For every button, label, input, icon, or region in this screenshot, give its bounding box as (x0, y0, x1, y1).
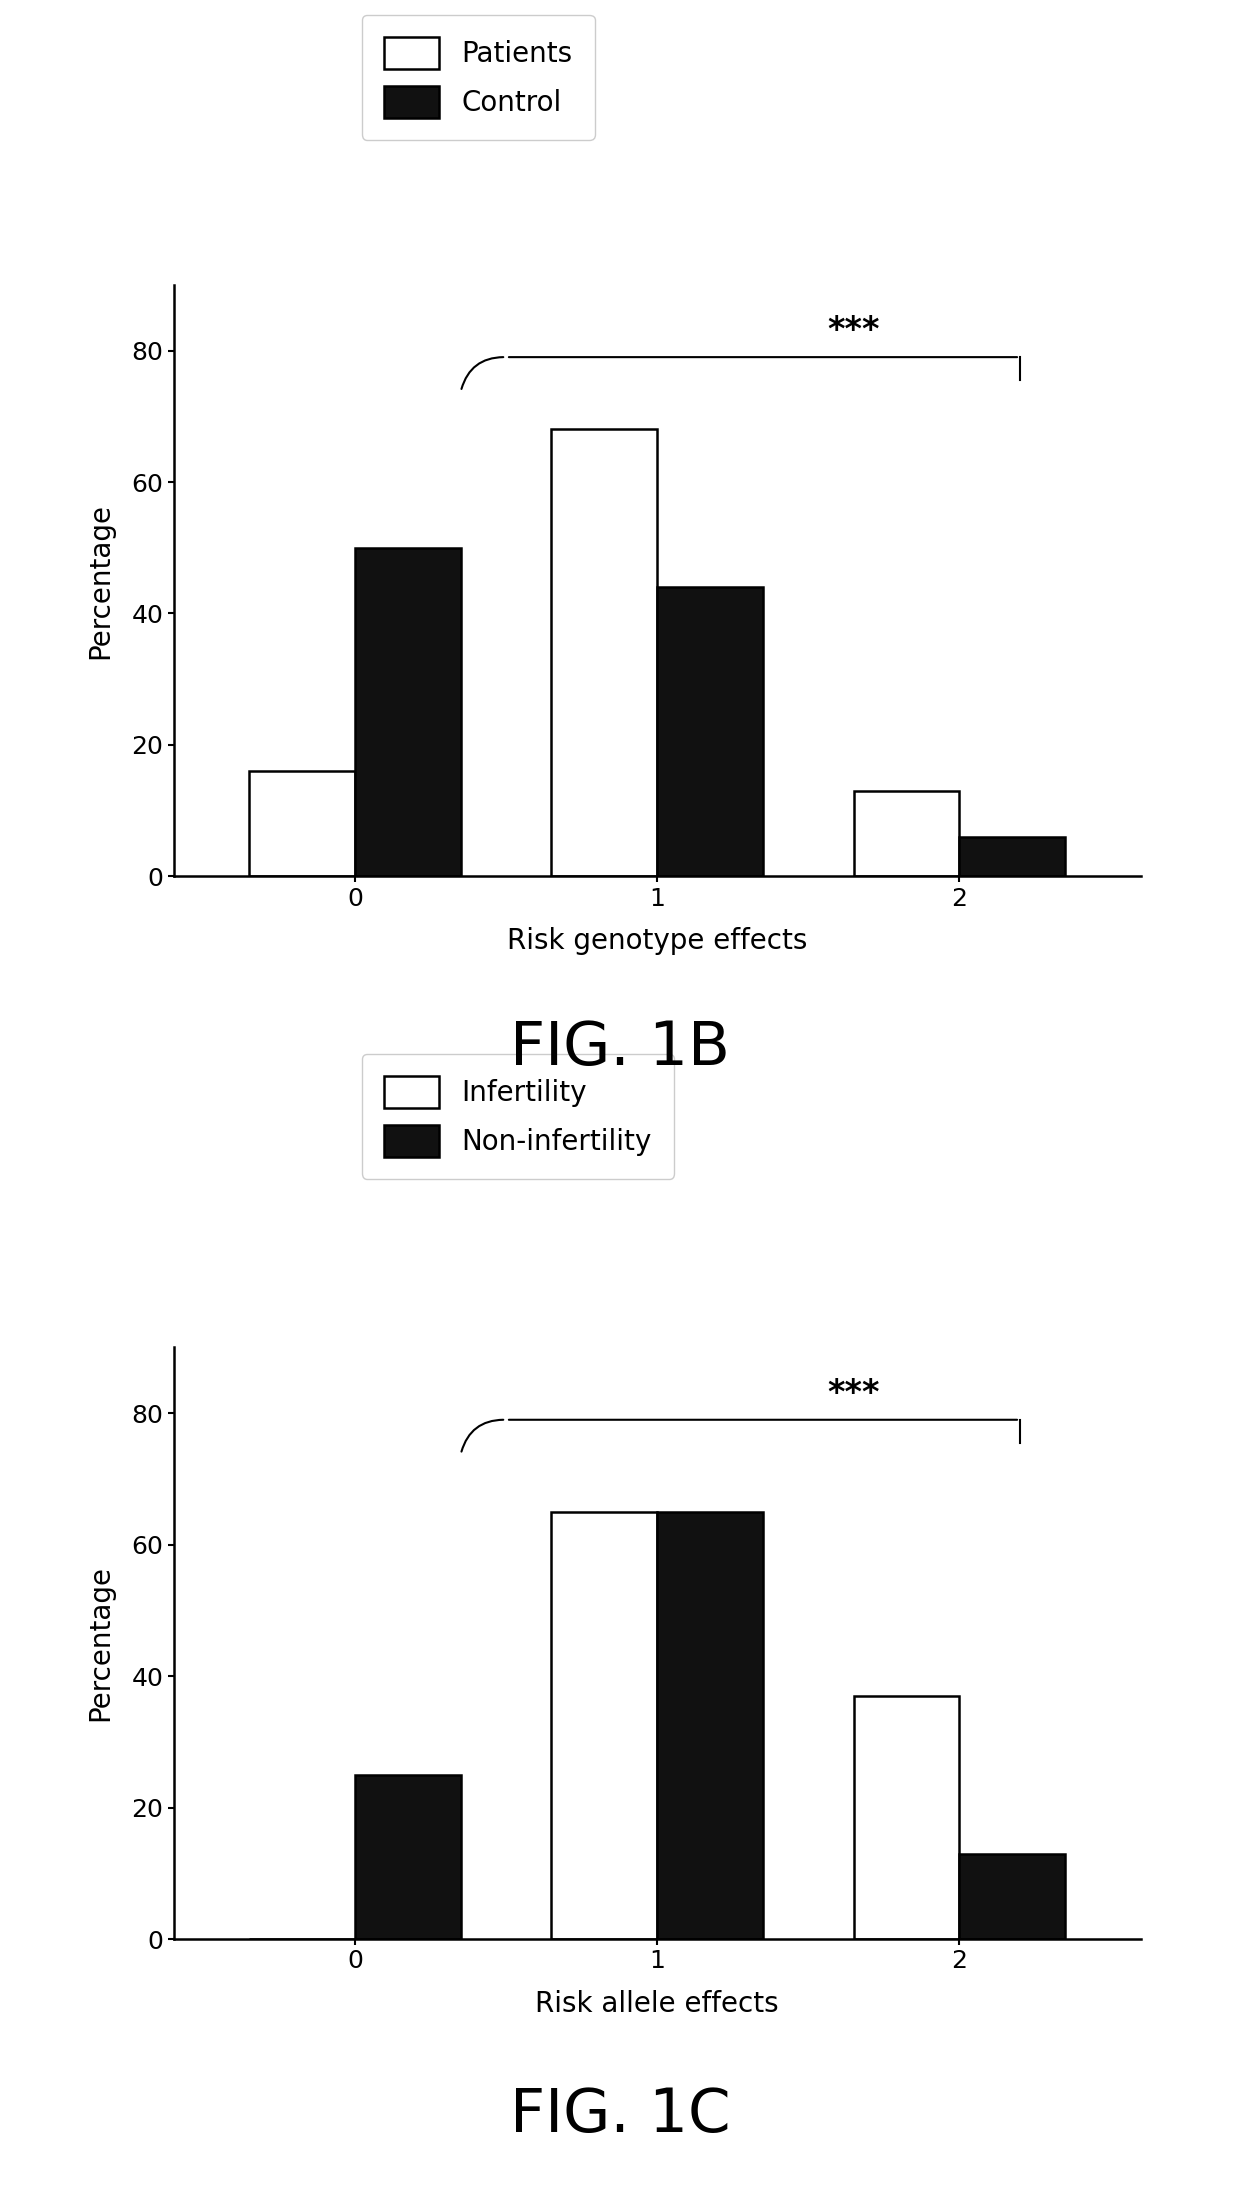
Legend: Patients, Control: Patients, Control (362, 15, 595, 140)
Bar (853, 1696, 960, 1939)
Bar (355, 548, 461, 876)
Bar (249, 771, 355, 876)
Y-axis label: Percentage: Percentage (87, 1564, 114, 1722)
Text: FIG. 1C: FIG. 1C (510, 2086, 730, 2145)
Bar (552, 429, 657, 876)
Text: ***: *** (827, 1376, 880, 1411)
Bar (355, 1775, 461, 1939)
Bar (552, 1512, 657, 1939)
Text: ***: *** (827, 313, 880, 346)
Bar (853, 791, 960, 876)
Bar (960, 1854, 1065, 1939)
Bar (657, 1512, 763, 1939)
Bar (960, 837, 1065, 876)
X-axis label: Risk allele effects: Risk allele effects (536, 1989, 779, 2018)
Text: FIG. 1B: FIG. 1B (510, 1019, 730, 1078)
Y-axis label: Percentage: Percentage (87, 502, 114, 659)
X-axis label: Risk genotype effects: Risk genotype effects (507, 927, 807, 955)
Legend: Infertility, Non-infertility: Infertility, Non-infertility (362, 1054, 675, 1179)
Bar (657, 587, 763, 876)
